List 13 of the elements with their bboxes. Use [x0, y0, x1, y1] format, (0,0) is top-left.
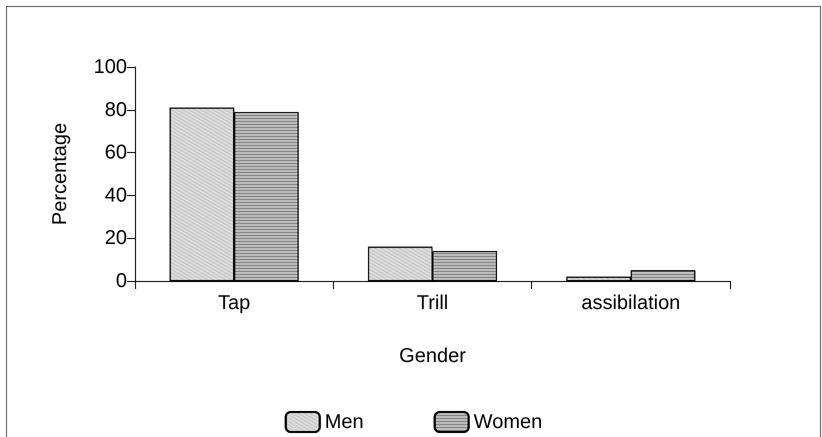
y-tick-label: 40 [104, 184, 127, 206]
y-tick-label: 80 [104, 98, 127, 121]
y-tick-label: 20 [104, 227, 127, 250]
y-tick-label: 100 [94, 56, 127, 78]
x-tick-label: Trill [416, 292, 448, 314]
legend-label: Women [474, 411, 542, 433]
y-tick-label: 0 [116, 270, 127, 292]
x-tick-label: assibilation [581, 292, 680, 314]
y-tick-label: 60 [104, 142, 127, 164]
x-tick-label: Tap [218, 292, 250, 314]
y-axis-title: Percentage [49, 122, 71, 226]
x-axis-title: Gender [399, 345, 466, 367]
legend-label: Men [324, 411, 364, 433]
